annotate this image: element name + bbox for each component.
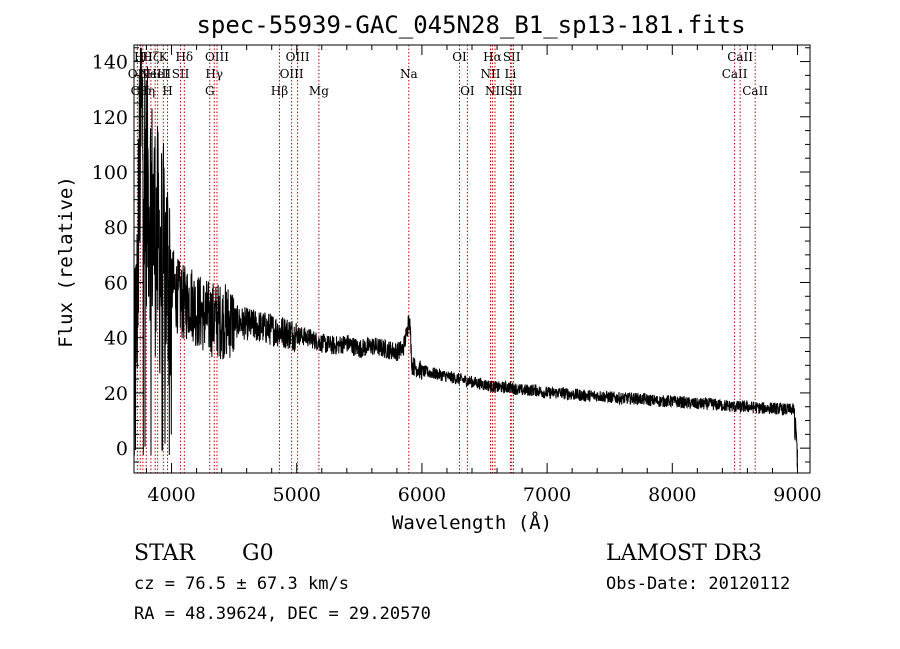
plot-frame: [133, 44, 811, 474]
line-label-hγ: Hγ: [205, 67, 223, 81]
y-axis-label: Flux (relative): [55, 176, 77, 348]
chart-title: spec-55939-GAC_045N28_B1_sp13-181.fits: [196, 11, 745, 39]
line-label-hei: HeI: [147, 67, 170, 81]
line-label-li: Li: [505, 67, 517, 81]
line-label-hθ: Hθ: [134, 50, 152, 64]
y-tick-label: 120: [92, 107, 128, 129]
line-label-oiii: OIII: [286, 50, 310, 64]
y-tick-label: 40: [104, 328, 128, 350]
x-axis: 4000 5000 6000 7000 8000 9000: [146, 45, 822, 506]
y-tick-label: 80: [104, 217, 128, 239]
line-label-oi: OI: [452, 50, 467, 64]
x-tick-label: 9000: [773, 484, 821, 506]
line-label-caii: CaII: [727, 50, 753, 64]
y-tick-label: 0: [116, 438, 128, 460]
line-label-hδ: Hδ: [175, 50, 193, 64]
line-label-hα: Hα: [483, 50, 502, 64]
y-tick-label: 20: [104, 383, 128, 405]
y-axis: 0 20 40 60 80 100 120 140: [92, 47, 810, 463]
y-tick-label: 140: [92, 52, 128, 74]
line-label-oiii: OIII: [280, 67, 304, 81]
object-subclass: G0: [242, 541, 274, 566]
line-label-na: Na: [400, 67, 418, 81]
line-label-caii: CaII: [742, 84, 768, 98]
observation-date: Obs-Date: 20120112: [606, 574, 790, 594]
line-label-g: G: [205, 84, 215, 98]
line-label-sii: SII: [503, 50, 521, 64]
survey-name: LAMOST DR3: [606, 541, 762, 566]
x-tick-label: 7000: [523, 484, 571, 506]
line-label-k: K: [159, 50, 169, 64]
line-label-sii: SII: [505, 84, 523, 98]
redshift-cz: cz = 76.5 ± 67.3 km/s: [134, 574, 349, 594]
emission-line-markers: OIIOIIHθHηHζNeIIIHeIKHSIIHδGHγOIIIHβOIII…: [128, 45, 768, 473]
spectrum-line-group: [133, 47, 798, 468]
y-tick-label: 100: [92, 162, 128, 184]
line-label-hβ: Hβ: [271, 84, 288, 98]
spectrum-line: [133, 47, 798, 468]
line-label-oi: OI: [460, 84, 475, 98]
line-label-caii: CaII: [722, 67, 748, 81]
line-label-h: H: [162, 84, 172, 98]
x-tick-label: 4000: [147, 484, 195, 506]
x-tick-label: 5000: [273, 484, 321, 506]
line-label-sii: SII: [172, 67, 190, 81]
line-label-oiii: OIII: [205, 50, 229, 64]
line-label-nii: NII: [481, 67, 501, 81]
y-tick-label: 60: [104, 272, 128, 294]
x-axis-label: Wavelength (Å): [392, 511, 552, 534]
x-tick-label: 6000: [398, 484, 446, 506]
sky-coordinates: RA = 48.39624, DEC = 29.20570: [134, 604, 431, 624]
x-tick-label: 8000: [648, 484, 696, 506]
line-label-nii: NII: [485, 84, 505, 98]
object-class: STAR: [134, 541, 196, 566]
line-label-mg: Mg: [309, 84, 329, 98]
